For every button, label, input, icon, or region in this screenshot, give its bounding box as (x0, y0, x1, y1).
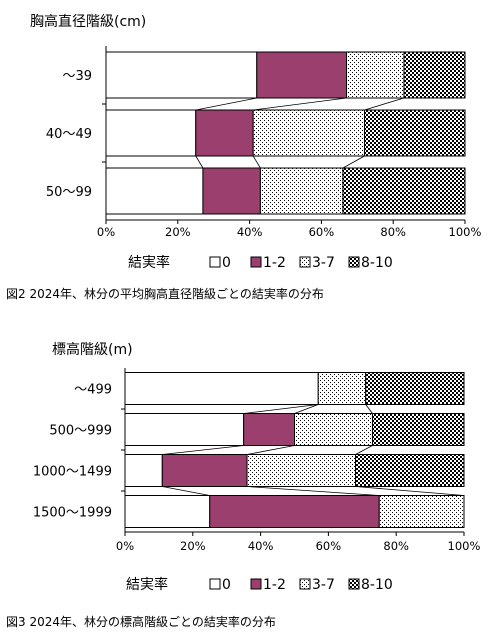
x-tick-label: 60% (316, 539, 342, 553)
legend-label-8-10: 8-10 (361, 255, 393, 271)
bar-seg-3-7-3 (259, 167, 344, 215)
series-connector (294, 404, 319, 414)
bar-seg-0-1 (124, 372, 319, 405)
x-tick-label: 20% (165, 225, 191, 239)
series-connector (247, 486, 380, 496)
bar-seg-1-2-3 (161, 454, 248, 487)
series-connector (195, 155, 204, 169)
chart-2-plot (124, 372, 465, 528)
chart-1-axis: ～39 40～49 50～99 0% 20% 40% 60% 80% 100% (46, 46, 482, 239)
series-connector (243, 404, 319, 414)
category-label: 500～999 (49, 424, 112, 439)
series-connector (252, 155, 261, 169)
x-tick-label: 100% (448, 539, 481, 553)
series-connector (162, 486, 210, 496)
legend-swatch-0 (209, 578, 221, 590)
legend-swatch-3-7 (299, 578, 311, 590)
legend-swatch-0 (209, 256, 221, 268)
category-label: 1500～1999 (33, 506, 112, 521)
legend-label-3-7: 3-7 (312, 255, 335, 271)
bar-seg-1-2-1 (256, 51, 348, 99)
legend-swatch-3-7 (299, 256, 311, 268)
bar-seg-1-2-4 (209, 495, 380, 528)
bar-seg-0-2 (124, 413, 245, 446)
bar-seg-3-7-1 (317, 372, 367, 405)
bar-seg-1-2-3 (202, 167, 261, 215)
x-tick-label: 0% (116, 539, 134, 553)
x-tick-label: 60% (309, 225, 335, 239)
series-connector (162, 445, 244, 455)
bar-seg-3-7-2 (252, 109, 365, 157)
x-tick-label: 80% (380, 225, 406, 239)
bar-seg-8-10-1 (365, 372, 465, 405)
x-tick-label: 100% (449, 225, 482, 239)
legend-swatch-8-10 (348, 578, 360, 590)
x-tick-label: 40% (248, 539, 274, 553)
chart-2-legend: 結実率 0 1-2 3-7 8-10 (126, 576, 393, 593)
bar-seg-1-2-2 (243, 413, 295, 446)
chart-1-title: 胸高直径階級(cm) (30, 13, 146, 30)
x-tick-label: 80% (383, 539, 409, 553)
bar-seg-0-3 (105, 167, 204, 215)
category-label: 50～99 (46, 185, 92, 200)
legend-title: 結実率 (126, 576, 168, 593)
chart-2-axis: ～499 500～999 1000～1499 1500～1999 0% 20% 40% 60%… (33, 368, 481, 553)
bar-seg-8-10-1 (403, 51, 466, 99)
chart-1-legend: 結実率 0 1-2 3-7 8-10 (128, 254, 393, 271)
bar-seg-0-4 (124, 495, 211, 528)
series-connector (365, 404, 373, 414)
category-label: ～39 (62, 69, 92, 84)
series-connector (195, 97, 257, 111)
series-connector (355, 445, 373, 455)
chart-elevation: 標高階級(m) ～499 500～999 1000～1499 1500～1999 0% 2… (6, 341, 481, 629)
bar-seg-1-2-2 (195, 109, 254, 157)
bar-seg-8-10-2 (363, 109, 466, 157)
bar-seg-3-7-4 (378, 495, 465, 528)
chart-2-caption: 図3 2024年、林分の標高階級ごとの結実率の分布 (6, 614, 276, 629)
legend-label-3-7: 3-7 (312, 577, 335, 593)
x-tick-label: 0% (97, 225, 115, 239)
bar-seg-8-10-3 (355, 454, 465, 487)
series-connector (355, 486, 465, 496)
category-label: 40～49 (46, 127, 92, 142)
bar-seg-0-1 (105, 51, 258, 99)
chart-diameter: 胸高直径階級(cm) ～39 40～49 50～99 0% 20% 40% 60% 80% 10… (6, 13, 482, 301)
bar-seg-8-10-2 (371, 413, 465, 446)
legend-label-0: 0 (222, 577, 231, 593)
bar-seg-3-7-2 (294, 413, 373, 446)
category-label: 1000～1499 (33, 465, 112, 480)
legend-swatch-1-2 (250, 256, 262, 268)
legend-label-0: 0 (222, 255, 231, 271)
bar-seg-0-2 (105, 109, 197, 157)
legend-swatch-1-2 (250, 578, 262, 590)
series-connector (246, 445, 295, 455)
series-connector (253, 97, 347, 111)
chart-1-plot (105, 51, 466, 215)
legend-label-1-2: 1-2 (263, 577, 286, 593)
bar-seg-8-10-3 (342, 167, 466, 215)
legend-title: 結実率 (128, 254, 170, 271)
bar-seg-3-7-1 (346, 51, 405, 99)
x-tick-label: 20% (180, 539, 206, 553)
chart-2-title: 標高階級(m) (52, 341, 133, 358)
bar-seg-0-3 (124, 454, 163, 487)
legend-swatch-8-10 (348, 256, 360, 268)
category-label: ～499 (74, 383, 112, 398)
legend-label-1-2: 1-2 (263, 255, 286, 271)
legend-label-8-10: 8-10 (361, 577, 393, 593)
chart-1-caption: 図2 2024年、林分の平均胸高直径階級ごとの結実率の分布 (6, 286, 324, 301)
series-connector (342, 155, 365, 169)
series-connector (364, 97, 405, 111)
x-tick-label: 40% (237, 225, 263, 239)
bar-seg-3-7-3 (246, 454, 357, 487)
